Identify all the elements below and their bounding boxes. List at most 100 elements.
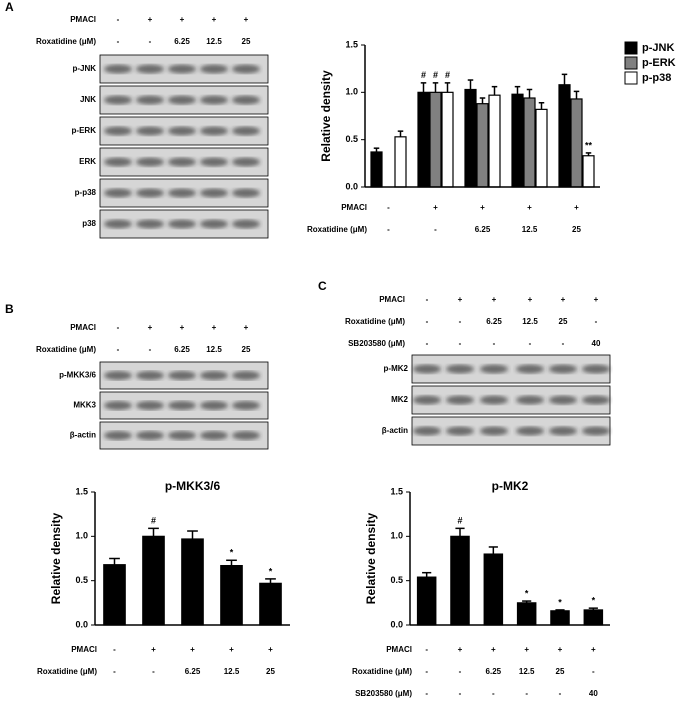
blot-band [549,426,577,436]
condition-label: Roxatidine (μM) [352,667,412,676]
blot-band [104,126,132,136]
blot-band [232,95,260,105]
blot-band [582,395,610,405]
condition-value: + [148,15,153,24]
blot-band [480,364,508,374]
y-tick-label: 0.0 [75,619,88,629]
blot-band [549,395,577,405]
blot-band [168,371,196,380]
condition-label: PMACl [341,203,367,212]
bar [464,88,477,188]
blot-band [413,426,441,436]
blot-band [232,64,260,74]
condition-label: SB203580 (μM) [348,339,405,348]
condition-value: + [190,645,195,654]
blot-band [232,157,260,167]
bar [220,564,243,626]
blot-label: MK2 [391,395,408,404]
blot-label: p-MK2 [384,364,409,373]
y-axis-label: Relative density [49,512,63,604]
condition-value: - [425,667,428,676]
bar [535,108,548,188]
condition-value: + [527,203,532,212]
condition-value: 25 [556,667,565,676]
blot-band [480,426,508,436]
blot-band [136,188,164,198]
condition-value: - [117,345,120,354]
condition-value: 40 [589,689,598,698]
condition-value: + [458,645,463,654]
bar [181,538,204,626]
blot-band [168,188,196,198]
condition-value: - [149,345,152,354]
blot-band [549,364,577,374]
annotation: * [592,596,596,606]
condition-value: - [117,323,120,332]
y-tick-label: 0.5 [75,575,88,585]
panel-label: A [5,0,14,14]
blot-band [446,364,474,374]
legend-label: p-p38 [642,72,671,84]
condition-label: PMACl [70,323,96,332]
blot-band [104,401,132,410]
condition-value: + [480,203,485,212]
y-axis-label: Relative density [319,70,333,162]
condition-value: + [244,15,249,24]
blot-band [200,188,228,198]
condition-value: + [268,645,273,654]
condition-value: 6.25 [174,37,190,46]
blot-band [136,126,164,136]
blot-band [232,126,260,136]
condition-value: + [492,295,497,304]
condition-value: + [244,323,249,332]
blot-band [232,431,260,440]
condition-value: + [574,203,579,212]
y-tick-label: 0.0 [345,181,358,191]
condition-value: - [117,37,120,46]
condition-value: + [229,645,234,654]
condition-value: - [459,667,462,676]
condition-value: 40 [592,339,601,348]
blot-band [480,395,508,405]
blot-label: β-actin [70,431,96,440]
condition-value: 6.25 [185,667,201,676]
condition-value: 6.25 [174,345,190,354]
condition-value: 12.5 [522,225,538,234]
condition-value: 12.5 [519,667,535,676]
blot-band [168,431,196,440]
condition-value: + [151,645,156,654]
condition-value: - [113,667,116,676]
legend-swatch [624,41,638,55]
condition-value: - [387,225,390,234]
annotation: * [269,566,273,576]
condition-value: - [426,295,429,304]
condition-value: + [528,295,533,304]
condition-value: + [458,295,463,304]
blot-band [168,126,196,136]
blot-band [136,157,164,167]
blot-label: p-JNK [72,64,96,73]
blot-band [104,219,132,229]
blot-band [232,188,260,198]
blot-band [200,431,228,440]
condition-label: PMACl [70,15,96,24]
condition-label: PMACl [386,645,412,654]
condition-value: - [434,225,437,234]
bar [142,535,165,626]
blot-band [136,64,164,74]
chart-title: p-MKK3/6 [165,479,221,493]
blot-band [136,371,164,380]
condition-value: 25 [266,667,275,676]
condition-label: Roxatidine (μM) [37,667,97,676]
condition-value: 12.5 [224,667,240,676]
bar [441,91,454,188]
blot-band [168,157,196,167]
blot-band [104,431,132,440]
condition-label: Roxatidine (μM) [307,225,367,234]
y-tick-label: 1.0 [75,531,88,541]
bar [570,98,583,188]
condition-value: 12.5 [206,37,222,46]
condition-value: - [459,689,462,698]
y-tick-label: 0.5 [345,134,358,144]
